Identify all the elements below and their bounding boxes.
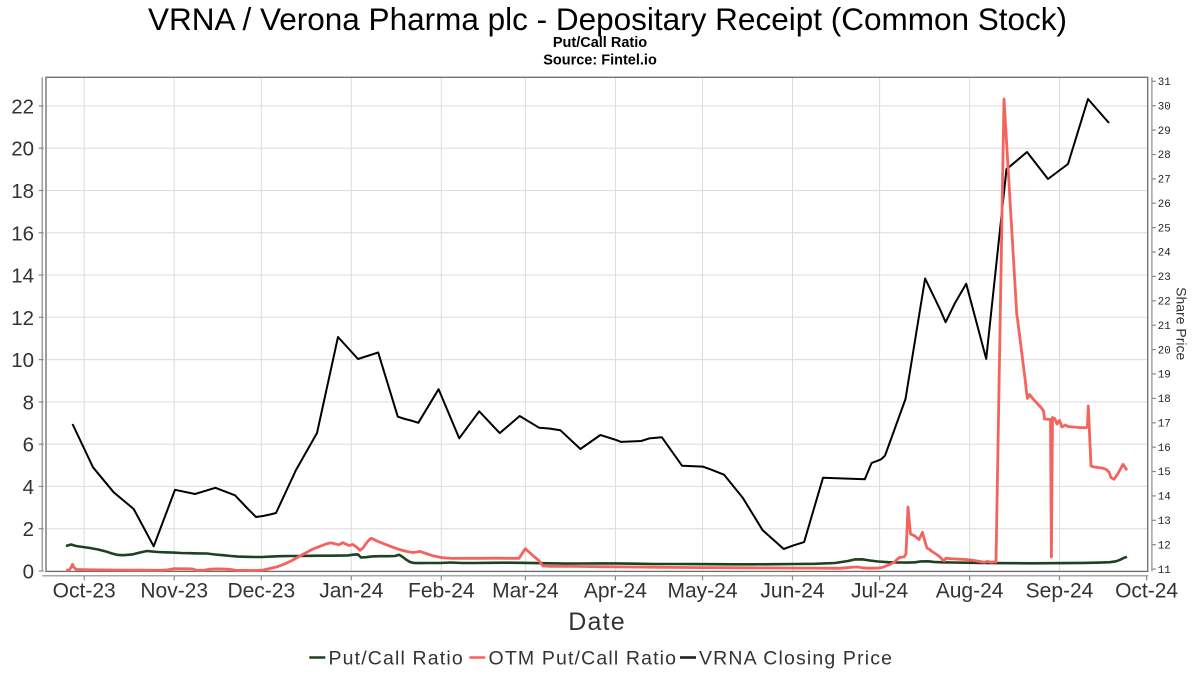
svg-text:25: 25 xyxy=(1158,223,1171,235)
svg-text:Put/Call Ratio: Put/Call Ratio xyxy=(553,35,647,51)
svg-text:Feb-24: Feb-24 xyxy=(408,580,475,603)
svg-text:16: 16 xyxy=(11,222,34,245)
svg-text:Put/Call Ratio: Put/Call Ratio xyxy=(329,648,464,670)
svg-text:Jul-24: Jul-24 xyxy=(851,580,909,603)
svg-text:24: 24 xyxy=(1158,248,1171,260)
svg-text:15: 15 xyxy=(1158,467,1171,479)
svg-text:Sep-24: Sep-24 xyxy=(1026,580,1094,603)
svg-text:Mar-24: Mar-24 xyxy=(492,580,559,603)
svg-text:Source: Fintel.io: Source: Fintel.io xyxy=(543,53,657,69)
svg-text:10: 10 xyxy=(11,349,34,372)
svg-text:Oct-24: Oct-24 xyxy=(1115,580,1178,603)
svg-text:Aug-24: Aug-24 xyxy=(936,580,1004,603)
svg-text:27: 27 xyxy=(1158,175,1171,187)
svg-text:20: 20 xyxy=(1158,345,1171,357)
svg-text:18: 18 xyxy=(11,180,34,203)
svg-text:22: 22 xyxy=(11,95,34,118)
svg-text:13: 13 xyxy=(1158,516,1171,528)
svg-text:0: 0 xyxy=(23,561,34,584)
svg-text:Jan-24: Jan-24 xyxy=(319,580,384,603)
svg-text:Oct-23: Oct-23 xyxy=(53,580,116,603)
svg-text:12: 12 xyxy=(1158,540,1171,552)
svg-text:16: 16 xyxy=(1158,443,1171,455)
svg-text:28: 28 xyxy=(1158,150,1171,162)
svg-text:Dec-23: Dec-23 xyxy=(227,580,295,603)
svg-text:14: 14 xyxy=(11,265,34,288)
svg-text:31: 31 xyxy=(1158,77,1171,89)
svg-text:VRNA / Verona Pharma plc - Dep: VRNA / Verona Pharma plc - Depositary Re… xyxy=(148,1,1067,37)
svg-text:Apr-24: Apr-24 xyxy=(584,580,647,603)
svg-text:17: 17 xyxy=(1158,419,1171,431)
svg-text:Nov-23: Nov-23 xyxy=(140,580,208,603)
svg-text:20: 20 xyxy=(11,138,34,161)
svg-text:26: 26 xyxy=(1158,199,1171,211)
svg-text:Share Price: Share Price xyxy=(1174,287,1190,360)
svg-text:4: 4 xyxy=(23,476,34,499)
svg-text:VRNA Closing Price: VRNA Closing Price xyxy=(699,648,893,670)
svg-text:Jun-24: Jun-24 xyxy=(760,580,825,603)
svg-text:2: 2 xyxy=(23,518,34,541)
svg-text:18: 18 xyxy=(1158,394,1171,406)
svg-text:29: 29 xyxy=(1158,126,1171,138)
svg-text:23: 23 xyxy=(1158,272,1171,284)
svg-text:22: 22 xyxy=(1158,297,1171,309)
svg-text:May-24: May-24 xyxy=(667,580,737,603)
svg-text:30: 30 xyxy=(1158,101,1171,113)
svg-text:OTM Put/Call Ratio: OTM Put/Call Ratio xyxy=(489,648,678,670)
svg-text:6: 6 xyxy=(23,434,34,457)
svg-text:21: 21 xyxy=(1158,321,1171,333)
svg-text:19: 19 xyxy=(1158,370,1171,382)
svg-text:12: 12 xyxy=(11,307,34,330)
svg-text:Date: Date xyxy=(568,608,626,636)
svg-text:8: 8 xyxy=(23,391,34,414)
svg-text:14: 14 xyxy=(1158,492,1171,504)
svg-text:11: 11 xyxy=(1158,565,1171,577)
